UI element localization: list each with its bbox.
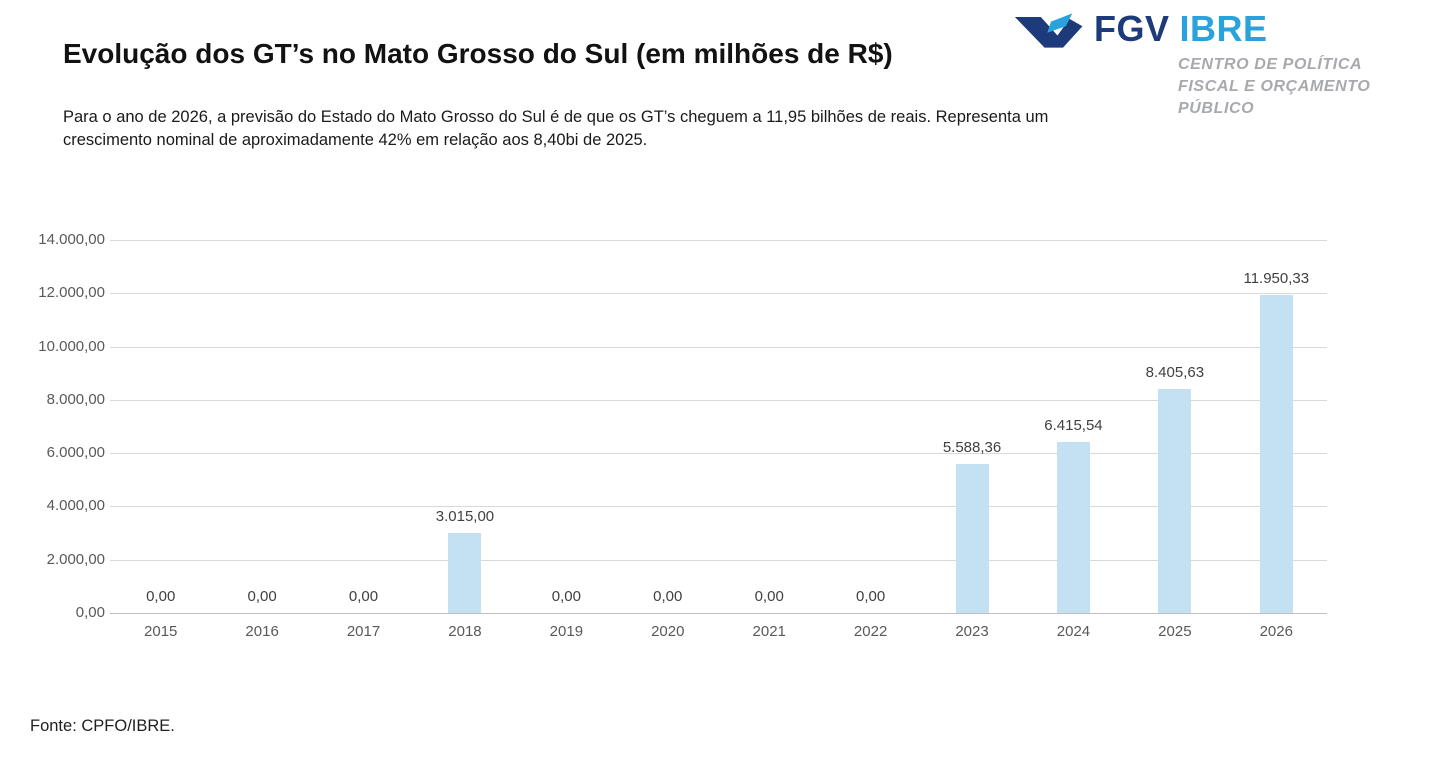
chart-subtitle: Para o ano de 2026, a previsão do Estado… [63, 108, 1049, 149]
x-axis-label-2024: 2024 [1056, 623, 1091, 640]
bar-value-label-2026: 11.950,33 [1243, 269, 1310, 287]
bar-value-label-2015: 0,00 [146, 588, 176, 605]
x-axis-label-2023: 2023 [955, 623, 989, 640]
x-axis-label-2018: 2018 [448, 623, 482, 640]
x-axis-label-2016: 2016 [245, 623, 279, 640]
bar-2025 [1158, 389, 1192, 613]
bar-value-label-2018: 3.015,00 [435, 507, 495, 525]
bar-2026 [1259, 294, 1293, 613]
gridline-4.000,00 [110, 506, 1327, 508]
bar-value-label-2016: 0,00 [247, 588, 277, 605]
gridline-10.000,00 [110, 346, 1327, 348]
x-axis-label-2020: 2020 [651, 623, 685, 640]
source-note: Fonte: CPFO/IBRE. [30, 717, 175, 735]
bar-value-label-2020: 0,00 [653, 588, 683, 605]
y-axis-tick-label: 6.000,00 [46, 444, 105, 462]
bar-value-label-2021: 0,00 [754, 588, 784, 605]
gridline-8.000,00 [110, 399, 1327, 401]
gridline-14.000,00 [110, 240, 1327, 241]
logo-center-line3: PÚBLICO [1178, 100, 1255, 117]
bar-value-label-2023: 5.588,36 [942, 439, 1002, 457]
bar-2018 [448, 532, 482, 613]
y-axis-tick-label: 4.000,00 [46, 497, 105, 515]
page-title: Evolução dos GT’s no Mato Grosso do Sul … [63, 38, 893, 69]
ibre-logo-text: IBRE [1179, 8, 1268, 49]
gridline-6.000,00 [110, 453, 1327, 455]
x-axis-label-2019: 2019 [549, 623, 584, 640]
y-axis-tick-label: 8.000,00 [46, 390, 105, 408]
logo-center-line1: CENTRO DE POLÍTICA [1178, 56, 1363, 73]
x-axis-label-2026: 2026 [1259, 623, 1293, 640]
y-axis-tick-label: 10.000,00 [38, 337, 105, 355]
gridline-2.000,00 [110, 559, 1327, 561]
fgv-logo-icon [1014, 13, 1083, 48]
bar-value-label-2025: 8.405,63 [1145, 364, 1205, 382]
x-axis-label-2021: 2021 [752, 623, 786, 640]
y-axis-tick-label: 12.000,00 [38, 284, 105, 302]
fgv-ibre-logo: FGV IBRE CENTRO DE POLÍTICA FISCAL E ORÇ… [1014, 8, 1370, 120]
y-axis-tick-label: 2.000,00 [46, 550, 105, 568]
bar-2023 [955, 464, 989, 613]
bar-value-label-2017: 0,00 [348, 588, 379, 605]
x-axis-label-2017: 2017 [346, 623, 381, 640]
x-axis-label-2022: 2022 [853, 623, 888, 640]
x-axis-label-2015: 2015 [144, 623, 178, 640]
bar-value-label-2022: 0,00 [856, 588, 886, 605]
bar-2024 [1056, 442, 1090, 613]
logo-center-name: CENTRO DE POLÍTICA FISCAL E ORÇAMENTO PÚ… [1178, 54, 1370, 120]
bar-value-label-2024: 6.415,54 [1044, 417, 1103, 435]
bar-value-label-2019: 0,00 [551, 588, 581, 605]
gridline-12.000,00 [110, 293, 1327, 295]
logo-center-line2: FISCAL E ORÇAMENTO [1178, 78, 1371, 95]
y-axis-tick-label: 14.000,00 [38, 231, 105, 248]
fgv-logo-text: FGV [1094, 8, 1170, 49]
x-axis-label-2025: 2025 [1158, 623, 1192, 640]
y-axis-tick-label: 0,00 [75, 604, 105, 621]
gridline-0,00 [110, 613, 1327, 614]
